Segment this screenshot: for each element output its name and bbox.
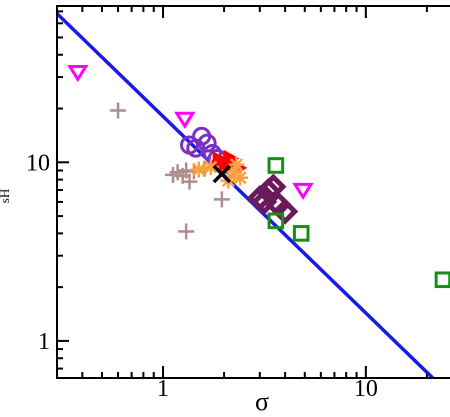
x-axis-label: σ [255,387,269,416]
star-marker [228,156,245,173]
diamond-marker [272,198,299,225]
plus-marker [178,223,195,240]
x-marker [212,164,232,184]
plus-marker [213,191,230,208]
triangle-marker [174,111,196,129]
square-marker [292,225,310,242]
triangle-marker [67,64,89,83]
plus-marker [181,173,198,190]
data-marks [57,12,450,378]
square-marker [434,271,450,289]
tick-labels: 1 10 1 10 [26,150,378,402]
plus-marker [110,102,127,119]
diamond-marker [250,188,278,216]
y-axis-label-fragment: sH [0,189,12,203]
circle-marker [197,133,217,153]
star-marker [232,169,249,186]
diamond-marker [260,173,287,200]
triangle-marker [292,182,314,200]
plot-frame [56,5,450,379]
y-tick-label: 1 [38,329,50,355]
circle-marker [202,144,222,164]
x-tick-label: 10 [354,376,378,402]
y-tick-label: 10 [26,150,50,176]
x-tick-label: 1 [157,376,169,402]
square-marker [267,157,285,174]
star-marker [190,161,207,178]
square-marker [267,212,285,230]
